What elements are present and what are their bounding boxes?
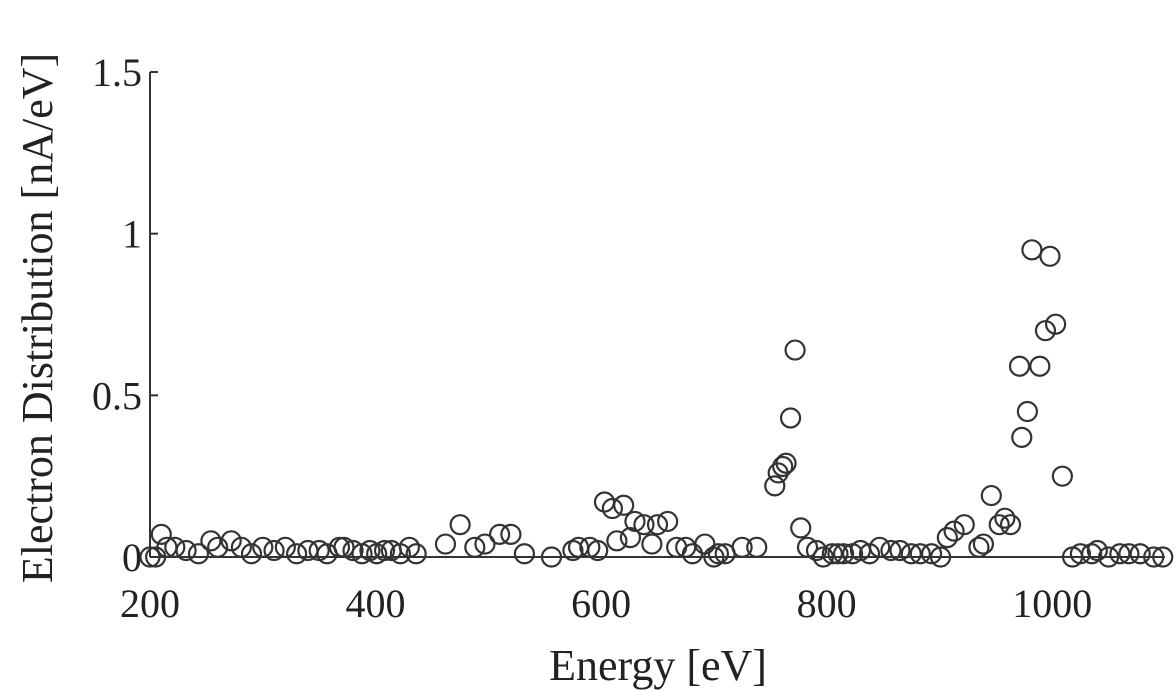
data-point <box>1051 465 1073 487</box>
data-point <box>1129 543 1151 565</box>
data-point <box>1021 239 1043 261</box>
data-point <box>775 452 797 474</box>
x-tick-label: 600 <box>571 581 631 626</box>
data-point <box>920 543 943 565</box>
data-point <box>1118 543 1140 565</box>
data-point <box>489 523 511 545</box>
data-point <box>1069 543 1092 565</box>
data-point <box>900 543 922 565</box>
x-tick-label: 1000 <box>1012 581 1092 626</box>
data-point <box>449 514 471 536</box>
data-point <box>641 533 663 555</box>
data-point <box>994 507 1016 529</box>
data-point <box>175 539 197 562</box>
data-point <box>187 543 210 565</box>
data-point <box>694 533 716 555</box>
x-axis-ticks: 200 400 600 800 1000 <box>120 581 1092 626</box>
y-tick-label: 0 <box>122 535 142 580</box>
data-point <box>646 514 669 536</box>
x-tick-label: 200 <box>120 581 180 626</box>
data-point <box>405 543 427 565</box>
data-point <box>909 543 931 565</box>
data-point <box>805 539 828 562</box>
data-point <box>832 543 855 565</box>
data-point <box>200 530 222 552</box>
data-point <box>821 543 843 565</box>
data-point <box>779 407 802 429</box>
y-tick-label: 1 <box>122 212 142 257</box>
data-point <box>1045 313 1067 335</box>
y-tick-label: 0.5 <box>92 373 142 418</box>
data-point <box>784 339 806 361</box>
data-point <box>988 514 1010 536</box>
data-point <box>613 494 635 516</box>
data-point <box>252 536 274 558</box>
data-point <box>434 533 457 555</box>
data-points <box>139 239 1174 568</box>
data-point <box>764 475 786 497</box>
data-point <box>619 526 642 549</box>
data-point <box>1086 539 1108 562</box>
data-point <box>790 517 812 539</box>
data-point <box>513 543 536 565</box>
data-point <box>707 543 730 565</box>
data-point <box>657 510 679 533</box>
data-point <box>606 530 628 552</box>
data-point <box>240 543 263 565</box>
data-point <box>587 539 609 562</box>
data-point <box>373 539 396 562</box>
data-point <box>1011 426 1033 448</box>
data-point <box>601 497 623 520</box>
data-point <box>286 543 308 565</box>
data-point <box>1008 355 1031 377</box>
data-point <box>263 539 285 562</box>
data-point <box>150 523 172 545</box>
data-point <box>880 539 902 562</box>
data-point <box>342 539 364 562</box>
data-point <box>474 533 496 555</box>
data-point <box>1029 355 1051 377</box>
y-axis-title: Electron Distribution [nA/eV] <box>13 53 62 583</box>
data-point <box>1039 245 1061 267</box>
data-point <box>999 514 1022 536</box>
y-axis-ticks: 0 0.5 1 1.5 <box>92 50 158 580</box>
data-point <box>1016 400 1039 423</box>
data-point <box>772 455 794 478</box>
data-point <box>953 514 975 536</box>
x-tick-label: 800 <box>797 581 857 626</box>
data-point <box>889 539 911 562</box>
data-point <box>936 526 958 549</box>
data-point <box>972 533 995 555</box>
data-point <box>980 484 1002 507</box>
y-tick-label: 1.5 <box>92 50 142 95</box>
data-point <box>1109 543 1131 565</box>
x-tick-label: 400 <box>346 581 406 626</box>
x-axis-title: Energy [eV] <box>549 641 767 690</box>
data-point <box>624 510 646 533</box>
data-point <box>500 523 522 545</box>
data-point <box>633 514 655 536</box>
data-point <box>827 543 849 565</box>
data-point <box>746 536 768 558</box>
data-point <box>567 536 590 558</box>
data-point <box>274 536 296 558</box>
